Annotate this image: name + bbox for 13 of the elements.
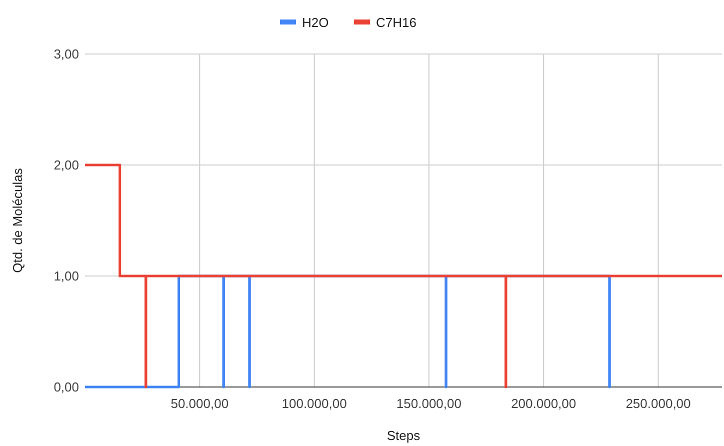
legend-label: H2O [302,15,329,30]
x-tick-label: 100.000,00 [282,396,347,411]
x-tick-label: 150.000,00 [396,396,462,411]
x-tick-label: 50.000,00 [170,396,229,411]
legend-label: C7H16 [376,15,416,30]
x-axis-title: Steps [386,428,421,443]
y-tick-label: 1,00 [54,268,79,284]
x-tick-label: 200.000,00 [511,396,576,411]
y-tick-label: 3,00 [54,46,79,62]
x-tick-label: 250.000,00 [626,396,691,411]
y-tick-label: 2,00 [54,158,79,172]
y-axis-title: Qtd. de Moléculas [10,168,25,273]
y-tick-label: 0,00 [54,380,79,394]
